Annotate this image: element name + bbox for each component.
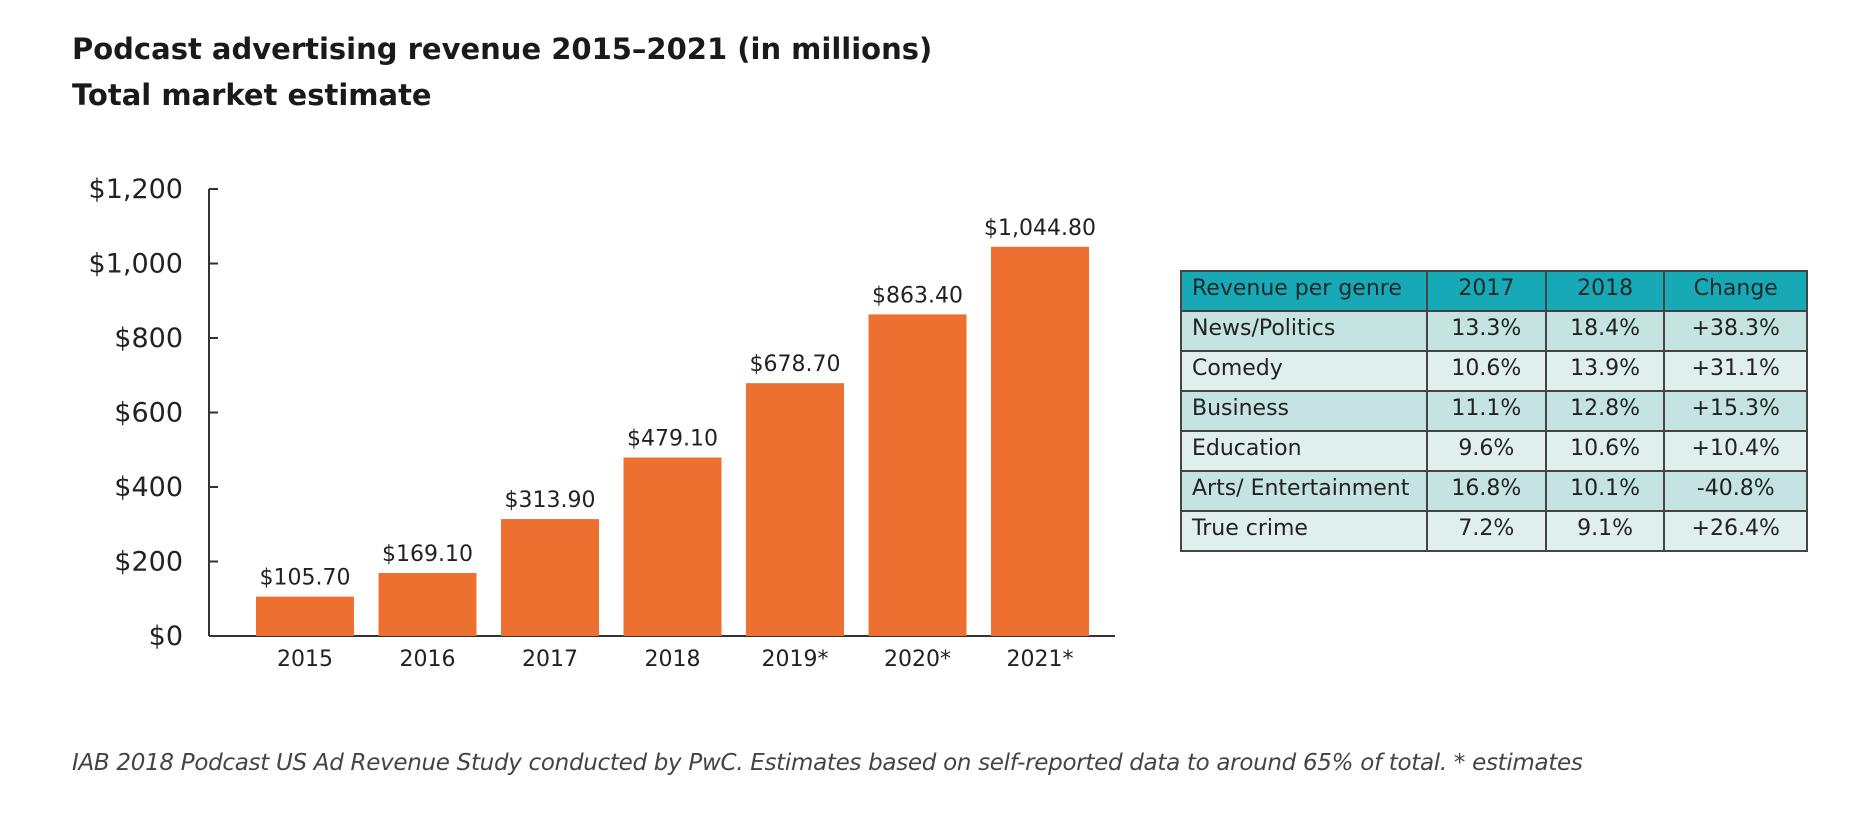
x-tick-label: 2018 <box>645 647 701 672</box>
data-label: $678.70 <box>750 352 841 377</box>
genre-table: Revenue per genre 2017 2018 Change News/Pol… <box>1180 270 1808 552</box>
bar <box>256 596 354 636</box>
table-cell: Education <box>1180 430 1428 472</box>
table-cell: 13.3% <box>1426 310 1547 352</box>
column-header: 2018 <box>1544 270 1666 312</box>
data-label: $169.10 <box>382 542 473 567</box>
table-cell: 9.1% <box>1544 510 1666 552</box>
table-row: Comedy 10.6% 13.9% +31.1% <box>1180 350 1808 392</box>
table-row: True crime 7.2% 9.1% +26.4% <box>1180 510 1808 552</box>
table-cell: 13.9% <box>1544 350 1666 392</box>
table-cell: +31.1% <box>1663 350 1808 392</box>
data-label: $863.40 <box>872 283 963 308</box>
y-tick-label: $400 <box>114 472 183 503</box>
data-label: $313.90 <box>505 488 596 513</box>
x-tick-label: 2017 <box>522 647 578 672</box>
x-tick-label: 2019* <box>762 647 829 672</box>
y-tick-label: $800 <box>114 323 183 354</box>
table-cell: +38.3% <box>1663 310 1808 352</box>
chart-title: Podcast advertising revenue 2015–2021 (i… <box>72 32 933 66</box>
x-tick-label: 2021* <box>1007 647 1074 672</box>
x-tick-label: 2015 <box>277 647 333 672</box>
table-row: Business 11.1% 12.8% +15.3% <box>1180 390 1808 432</box>
table-header-row: Revenue per genre 2017 2018 Change <box>1180 270 1808 312</box>
table-cell: 16.8% <box>1426 470 1547 512</box>
table-row: News/Politics 13.3% 18.4% +38.3% <box>1180 310 1808 352</box>
chart-subtitle: Total market estimate <box>72 78 432 112</box>
table-cell: Comedy <box>1180 350 1428 392</box>
table-cell: 18.4% <box>1544 310 1666 352</box>
bar-chart: $0 $200 $400 $600 $800 $1,000 $1,200 $105.70 201… <box>89 174 1115 672</box>
table-row: Arts/ Entertainment 16.8% 10.1% -40.8% <box>1180 470 1808 512</box>
table-cell: +26.4% <box>1663 510 1808 552</box>
bar <box>378 573 477 636</box>
y-tick-label: $600 <box>114 398 183 429</box>
y-tick-label: $0 <box>149 621 183 652</box>
y-tick-label: $1,000 <box>89 249 183 280</box>
table-cell: 12.8% <box>1544 390 1666 432</box>
data-label: $105.70 <box>260 566 351 591</box>
table-cell: +10.4% <box>1663 430 1808 472</box>
bar <box>746 383 844 636</box>
table-cell: 9.6% <box>1426 430 1547 472</box>
footnote: IAB 2018 Podcast US Ad Revenue Study con… <box>72 750 1583 776</box>
table-cell: 10.1% <box>1544 470 1666 512</box>
table-cell: 10.6% <box>1426 350 1547 392</box>
data-label: $479.10 <box>627 427 718 452</box>
table-cell: +15.3% <box>1663 390 1808 432</box>
y-tick-label: $1,200 <box>89 174 183 205</box>
data-label: $1,044.80 <box>984 216 1096 241</box>
table-cell: 7.2% <box>1426 510 1547 552</box>
x-tick-label: 2020* <box>884 647 951 672</box>
table-cell: 10.6% <box>1544 430 1666 472</box>
column-header: Change <box>1663 270 1808 312</box>
table-cell: -40.8% <box>1663 470 1808 512</box>
table-cell: News/Politics <box>1180 310 1428 352</box>
table-cell: True crime <box>1180 510 1428 552</box>
bar <box>991 246 1089 636</box>
bar <box>868 314 967 636</box>
column-header: 2017 <box>1426 270 1547 312</box>
table-row: Education 9.6% 10.6% +10.4% <box>1180 430 1808 472</box>
y-tick-label: $200 <box>114 547 183 578</box>
table-cell: Business <box>1180 390 1428 432</box>
bar <box>501 519 599 636</box>
table-cell: 11.1% <box>1426 390 1547 432</box>
x-tick-label: 2016 <box>400 647 456 672</box>
bar <box>623 457 722 636</box>
column-header: Revenue per genre <box>1180 270 1428 312</box>
table-cell: Arts/ Entertainment <box>1180 470 1428 512</box>
